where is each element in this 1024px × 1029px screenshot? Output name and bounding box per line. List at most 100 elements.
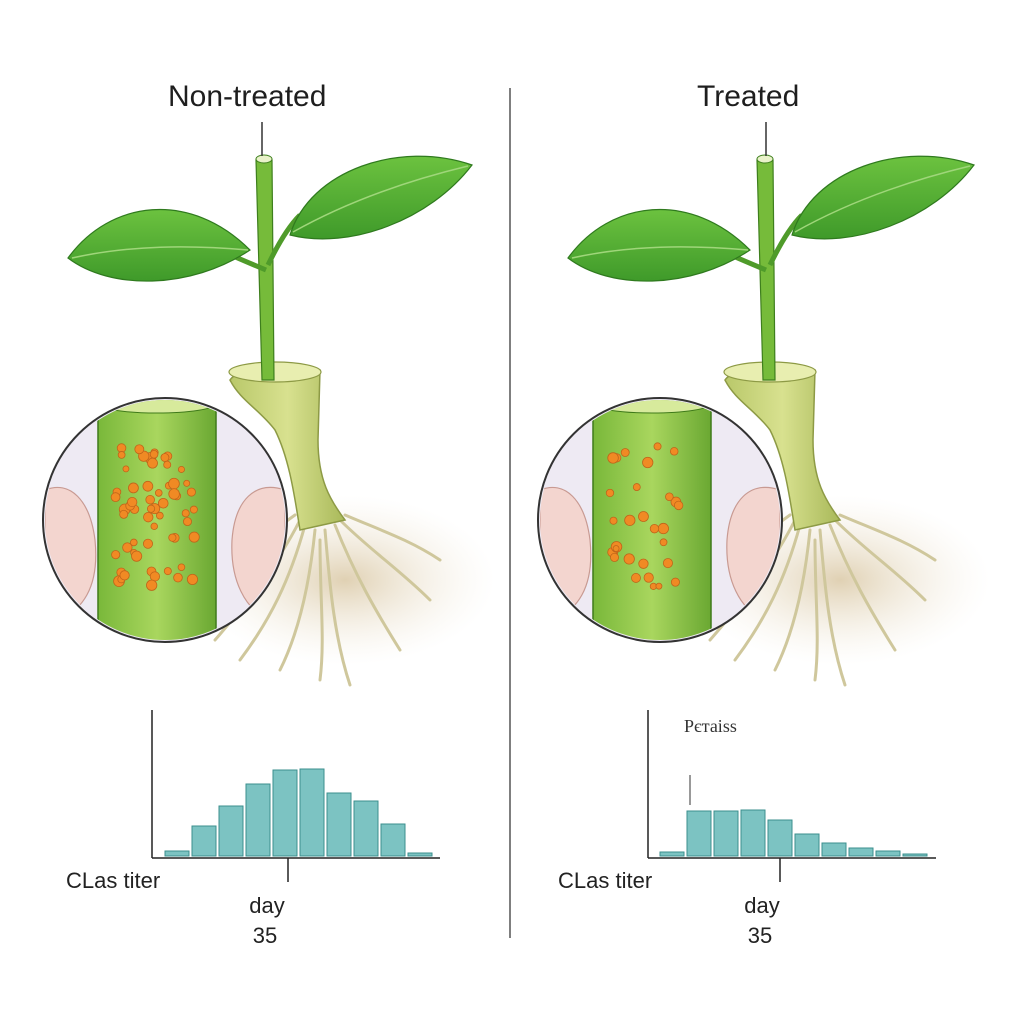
bacterium (142, 538, 153, 549)
bar-2 (191, 825, 217, 857)
bacterium (117, 451, 126, 459)
bacterium (189, 505, 198, 514)
bacterium (168, 477, 180, 490)
bacterium (610, 552, 620, 562)
bacterium (649, 523, 660, 534)
bacterium (173, 572, 183, 583)
bacterium (119, 570, 130, 581)
bacterium (145, 494, 155, 505)
bar-3 (713, 810, 739, 857)
x-axis-label: day (744, 893, 780, 918)
bacterium (642, 456, 654, 469)
bar-2 (686, 810, 712, 857)
bacterium (643, 572, 654, 583)
bacterium (168, 488, 180, 500)
bacterium (168, 533, 177, 542)
bacterium (657, 522, 669, 535)
bar-1 (164, 850, 190, 857)
bacterium (146, 579, 158, 591)
left-leaf (67, 209, 251, 282)
chart-annotation: Pєтаіѕѕ (684, 716, 737, 736)
bacterium (669, 447, 679, 456)
bacteria-cluster (605, 442, 684, 590)
bacterium (673, 500, 684, 511)
bacterium (155, 511, 164, 520)
bacterium (623, 553, 635, 565)
right-leaf-vein (292, 165, 469, 233)
chart-treated (647, 710, 936, 882)
bar-9 (875, 850, 901, 857)
bacterium (157, 497, 169, 509)
bar-7 (821, 842, 847, 857)
stem-cut-top (255, 154, 273, 164)
bacterium (122, 465, 130, 473)
left-leaf (567, 209, 751, 282)
bacterium (110, 492, 121, 503)
bacterium (177, 563, 186, 572)
bar-7 (326, 792, 352, 857)
bacterium (111, 550, 121, 560)
chart-non-treated (151, 710, 440, 882)
bacterium (638, 558, 649, 569)
left-leaf-vein (571, 246, 749, 259)
y-axis-label: CLas titer (558, 868, 653, 893)
right-leaf (791, 155, 975, 240)
left-leaf-vein (71, 246, 249, 259)
x-axis-label: day (249, 893, 285, 918)
bacterium (659, 538, 668, 547)
bacterium (177, 465, 185, 473)
plant-treated (537, 122, 990, 687)
bar-8 (848, 847, 874, 857)
bacterium (631, 573, 641, 583)
bar-6 (794, 833, 820, 857)
bar-5 (767, 819, 793, 857)
bacterium (150, 522, 158, 531)
bacterium (653, 442, 662, 451)
bacterium (186, 573, 199, 585)
bacterium (620, 448, 630, 457)
bacterium (605, 488, 615, 498)
panel-title-non-treated: Non-treated (168, 80, 327, 113)
bacterium (181, 509, 190, 518)
bacterium (612, 545, 620, 552)
bacterium (624, 514, 636, 526)
bar-1 (659, 851, 685, 857)
bar-10 (407, 852, 433, 857)
bacterium (146, 504, 156, 513)
bacterium (147, 457, 158, 469)
bar-series (659, 809, 928, 857)
bacterium (670, 577, 680, 587)
right-leaf-vein (794, 165, 971, 233)
bacterium (188, 531, 200, 543)
bar-4 (740, 809, 766, 857)
bacterium (183, 517, 192, 527)
bacterium (607, 452, 619, 464)
bacterium (186, 487, 196, 497)
y-axis-label: CLas titer (66, 868, 161, 893)
bacterium (163, 567, 172, 576)
bacterium (128, 482, 139, 494)
trunk-cut-top (228, 361, 322, 383)
bacterium (609, 516, 618, 525)
bacterium (183, 479, 191, 487)
bacterium (665, 492, 674, 502)
bar-8 (353, 800, 379, 857)
x-tick-label: 35 (252, 923, 278, 948)
bacterium (131, 550, 143, 562)
bacterium (142, 480, 154, 492)
bar-series (164, 768, 433, 857)
bacteria-cluster (110, 443, 200, 591)
right-leaf (289, 155, 473, 240)
phloem-tube (97, 400, 217, 640)
bacterium (662, 558, 673, 569)
bacterium (134, 444, 145, 455)
bar-6 (299, 768, 325, 857)
bacterium (143, 511, 154, 523)
bacterium (130, 538, 138, 547)
bacterium (127, 496, 138, 508)
bacterium (632, 483, 641, 492)
stem-cut-top (756, 154, 774, 164)
bacterium (655, 582, 663, 590)
